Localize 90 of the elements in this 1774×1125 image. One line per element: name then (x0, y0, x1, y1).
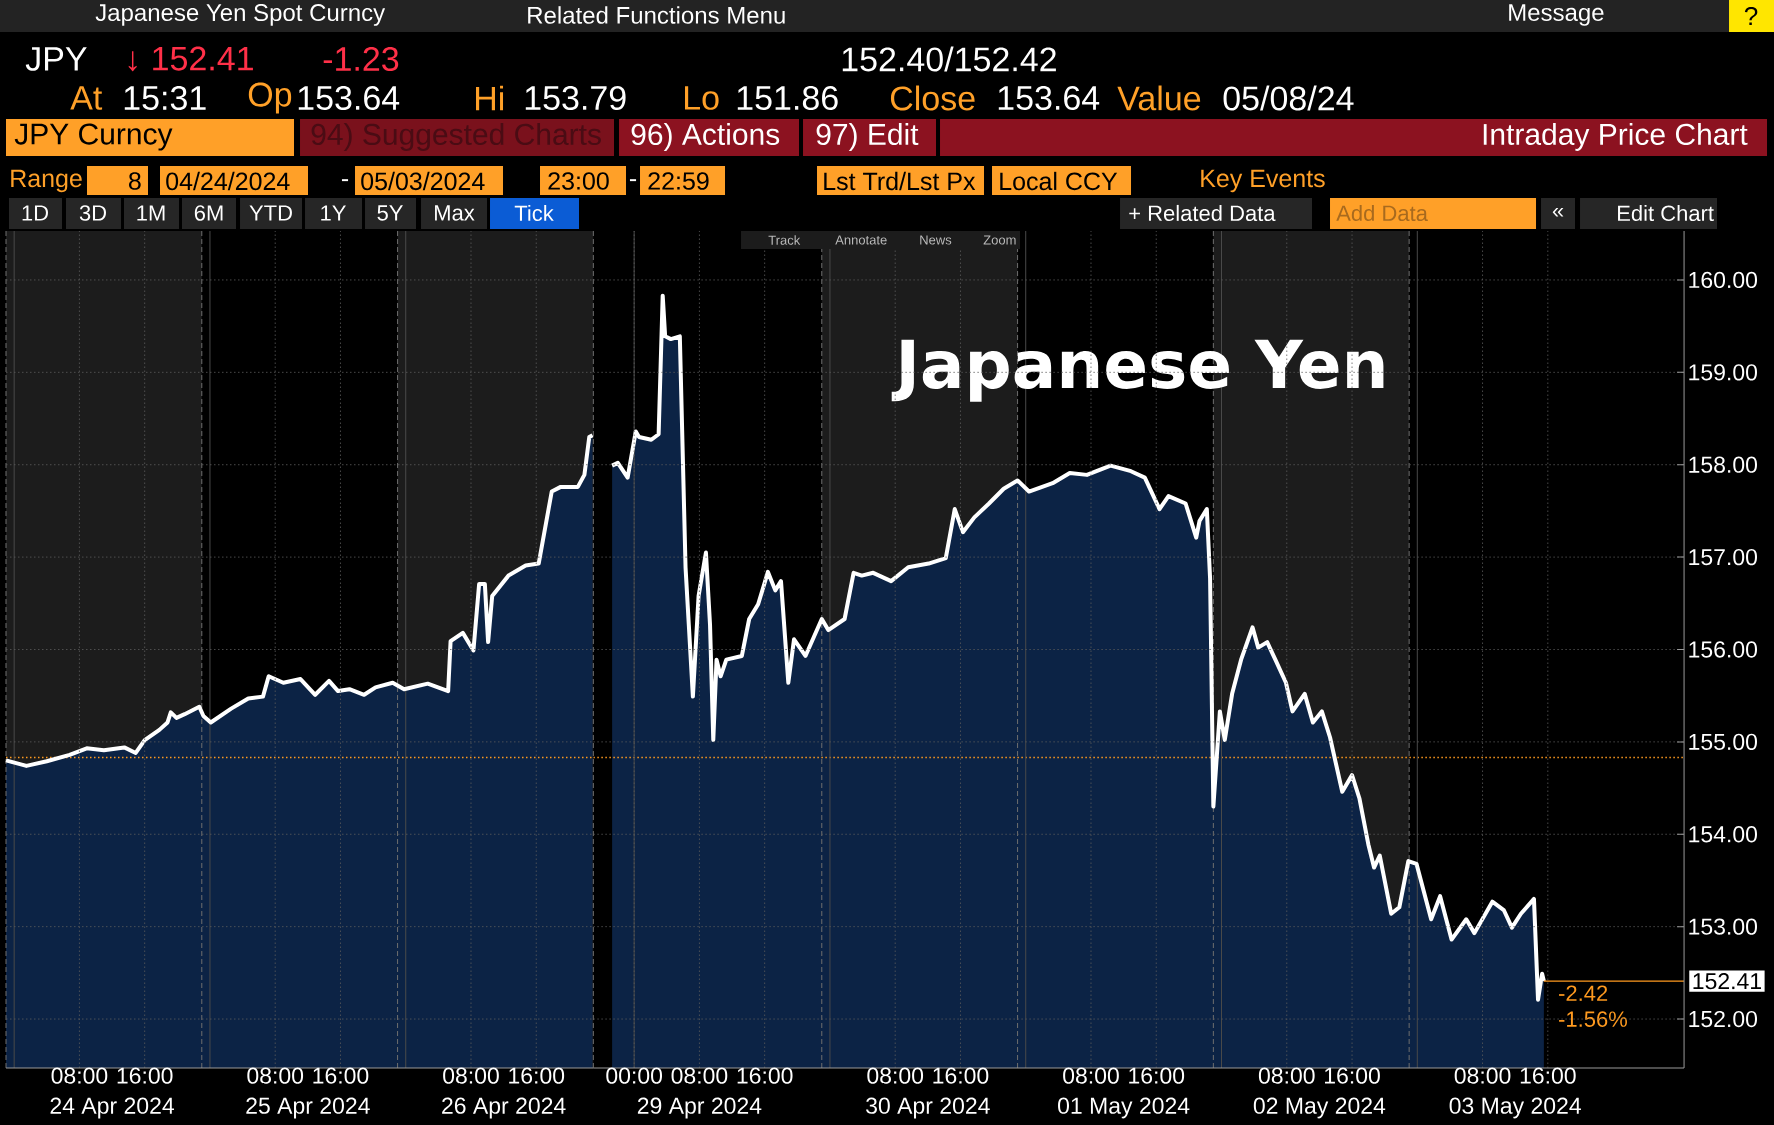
text: 23:00 (548, 172, 609, 190)
text: Message (1509, 4, 1604, 26)
text: 05/03/2024 (361, 171, 485, 191)
annotation: -2.42 (1559, 985, 1608, 1001)
text: 03 May 2024 (1449, 1097, 1581, 1119)
x-tick-label: 16:00 (1520, 1067, 1576, 1084)
y-tick-label: 152.00 (1689, 1010, 1758, 1028)
text: 01 May 2024 (1058, 1097, 1190, 1119)
x-tick-label: 08:00 (247, 1067, 304, 1084)
text: Max (435, 205, 475, 221)
annotation: -1.56% (1559, 1011, 1627, 1027)
x-tick-label: 08:00 (867, 1067, 924, 1084)
x-tick-label: 16:00 (1325, 1067, 1380, 1084)
text: YTD (249, 205, 292, 221)
text: Japanese Yen Spot Curncy (95, 4, 386, 26)
text: 153.64 (998, 85, 1100, 111)
text: Close (890, 85, 975, 111)
text: ? (1744, 6, 1758, 26)
x-tick-label: 08:00 (443, 1067, 499, 1084)
text: Japanese Yen (891, 339, 1384, 402)
x-tick-label: 08:00 (671, 1067, 728, 1084)
text: Lst Trd/Lst Px (824, 171, 976, 191)
text: 152.40/152.42 (842, 46, 1056, 72)
x-tick-label: 08:00 (1258, 1067, 1315, 1084)
text: Edit Chart (1618, 204, 1714, 222)
text: 05/08/24 (1223, 85, 1354, 111)
text: 02 May 2024 (1253, 1097, 1386, 1119)
text: 153.64 (298, 85, 400, 111)
y-tick-label: 158.00 (1689, 456, 1758, 473)
x-tick-label: 00:00 (606, 1067, 663, 1084)
text: - (341, 179, 349, 182)
text: 24 Apr 2024 (50, 1097, 175, 1119)
text: 29 Apr 2024 (637, 1097, 762, 1119)
annotation: 152.41 (1693, 973, 1761, 990)
y-tick-label: 155.00 (1689, 733, 1758, 751)
text: -1.23 (323, 46, 399, 72)
text: Op (248, 82, 292, 114)
y-tick-label: 159.00 (1689, 364, 1758, 381)
y-tick-label: 153.00 (1689, 918, 1758, 935)
text: Tick (514, 204, 554, 222)
text: Value (1117, 85, 1201, 111)
text: Local CCY (1000, 171, 1118, 191)
text: 5Y (377, 205, 403, 221)
text: Intraday Price Chart (1483, 123, 1748, 151)
text: 25 Apr 2024 (246, 1097, 370, 1119)
text: 22:59 (648, 172, 709, 190)
text: Hi (476, 85, 504, 111)
text: 153.79 (525, 85, 626, 111)
annotation: Annotate (835, 235, 887, 245)
x-tick-label: 08:00 (1063, 1067, 1119, 1084)
y-tick-label: 160.00 (1689, 271, 1758, 289)
text: Range (11, 169, 82, 193)
text: « (1552, 207, 1564, 217)
x-tick-label: 16:00 (117, 1067, 173, 1084)
text: - (629, 179, 637, 182)
x-tick-label: 08:00 (1454, 1067, 1511, 1084)
x-tick-label: 16:00 (933, 1067, 989, 1084)
text: Related Functions Menu (528, 6, 785, 24)
x-tick-label: 16:00 (737, 1067, 793, 1084)
text: JPY (25, 47, 87, 71)
x-tick-label: 08:00 (51, 1067, 108, 1084)
text: 15:31 (124, 85, 206, 111)
x-tick-label: 16:00 (1129, 1067, 1185, 1084)
x-tick-label: 16:00 (509, 1067, 565, 1084)
text: JPY Curncy (14, 123, 173, 151)
text: 30 Apr 2024 (866, 1097, 990, 1119)
text: 96) Actions (631, 123, 780, 151)
text: At (70, 86, 103, 110)
text: 8 (128, 172, 141, 190)
text: 151.86 (737, 85, 838, 111)
text: 3D (79, 205, 106, 221)
text: 1M (137, 205, 165, 221)
text: + Related Data (1129, 204, 1276, 222)
text: 04/24/2024 (166, 171, 290, 191)
text: Lo (685, 86, 719, 110)
text: 97) Edit (816, 123, 919, 151)
y-tick-label: 156.00 (1689, 641, 1758, 658)
text: 6M (194, 205, 223, 221)
text: ↓ 152.41 (128, 46, 253, 72)
x-tick-label: 16:00 (313, 1067, 369, 1084)
text: Key Events (1201, 169, 1325, 193)
annotation: Zoom (983, 235, 1016, 245)
text: 1Y (321, 205, 346, 221)
y-tick-label: 154.00 (1689, 826, 1758, 843)
annotation: News (920, 235, 952, 245)
y-tick-label: 157.00 (1689, 548, 1758, 566)
text: 26 Apr 2024 (442, 1097, 566, 1119)
text: Add Data (1336, 204, 1428, 222)
annotation: Track (768, 235, 801, 245)
text: 1D (22, 205, 48, 221)
